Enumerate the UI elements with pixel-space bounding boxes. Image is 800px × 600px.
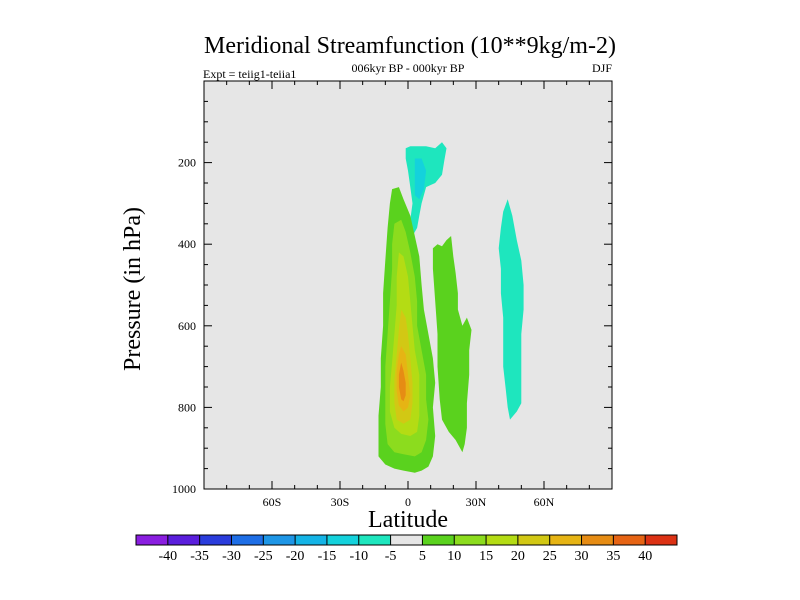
expt-label: Expt = teiig1-teiia1 <box>203 67 296 81</box>
colorbar-swatch <box>422 535 455 545</box>
contour-regions <box>378 142 524 473</box>
colorbar-label: 25 <box>543 549 557 564</box>
colorbar-label: -40 <box>158 549 177 564</box>
colorbar-swatch <box>167 535 200 545</box>
colorbar-swatch <box>454 535 487 545</box>
colorbar-label: 40 <box>638 549 652 564</box>
colorbar-swatch <box>295 535 328 545</box>
colorbar-label: -20 <box>286 549 305 564</box>
colorbar-label: 30 <box>575 549 589 564</box>
colorbar-swatch <box>549 535 582 545</box>
colorbar-swatch <box>136 535 169 545</box>
x-tick-label: 30N <box>466 495 487 509</box>
y-tick-label: 400 <box>178 237 196 251</box>
colorbar-swatch <box>199 535 232 545</box>
colorbar-label: -15 <box>318 549 337 564</box>
colorbar-label: 35 <box>606 549 620 564</box>
chart-subtitle: 006kyr BP - 000kyr BP <box>352 61 465 75</box>
colorbar-swatch <box>645 535 678 545</box>
colorbar: -40 -35 -30 -25 -20 -15 -10 -5 5 10 15 20 25 30 35 40 <box>135 534 678 564</box>
colorbar-label: -5 <box>385 549 397 564</box>
x-tick-label: 60S <box>263 495 282 509</box>
colorbar-frame <box>135 534 678 546</box>
season-label: DJF <box>592 61 612 75</box>
colorbar-label: 20 <box>511 549 525 564</box>
colorbar-swatch <box>263 535 296 545</box>
colorbar-swatch <box>517 535 550 545</box>
colorbar-label: -10 <box>349 549 368 564</box>
x-tick-label: 30S <box>331 495 350 509</box>
y-tick-label: 800 <box>178 400 196 414</box>
contour-region-9 <box>398 362 406 402</box>
colorbar-label: -30 <box>222 549 241 564</box>
colorbar-label: 15 <box>479 549 493 564</box>
colorbar-swatch <box>581 535 614 545</box>
y-axis-label: Pressure (in hPa) <box>120 207 146 371</box>
colorbar-swatch <box>358 535 391 545</box>
chart-title: Meridional Streamfunction (10**9kg/m-2) <box>204 33 616 59</box>
axis-ticks: 60S 30S 0 30N 60N 200 400 600 800 1000 <box>172 81 612 509</box>
colorbar-label: -35 <box>190 549 209 564</box>
contour-region-4 <box>432 236 472 453</box>
y-tick-label: 200 <box>178 156 196 170</box>
colorbar-label: -25 <box>254 549 273 564</box>
colorbar-label: 5 <box>419 549 426 564</box>
colorbar-swatch <box>231 535 264 545</box>
y-tick-label: 600 <box>178 319 196 333</box>
contour-region-2 <box>498 199 524 420</box>
colorbar-swatch <box>326 535 360 545</box>
colorbar-swatch <box>486 535 519 545</box>
x-tick-label: 60N <box>534 495 555 509</box>
colorbar-swatch <box>613 535 646 545</box>
colorbar-label: 10 <box>447 549 461 564</box>
x-axis-label: Latitude <box>368 507 448 533</box>
y-tick-label: 1000 <box>172 482 196 496</box>
contour-region-1 <box>414 158 427 200</box>
x-tick-label: 0 <box>405 495 411 509</box>
colorbar-swatch <box>390 535 423 545</box>
